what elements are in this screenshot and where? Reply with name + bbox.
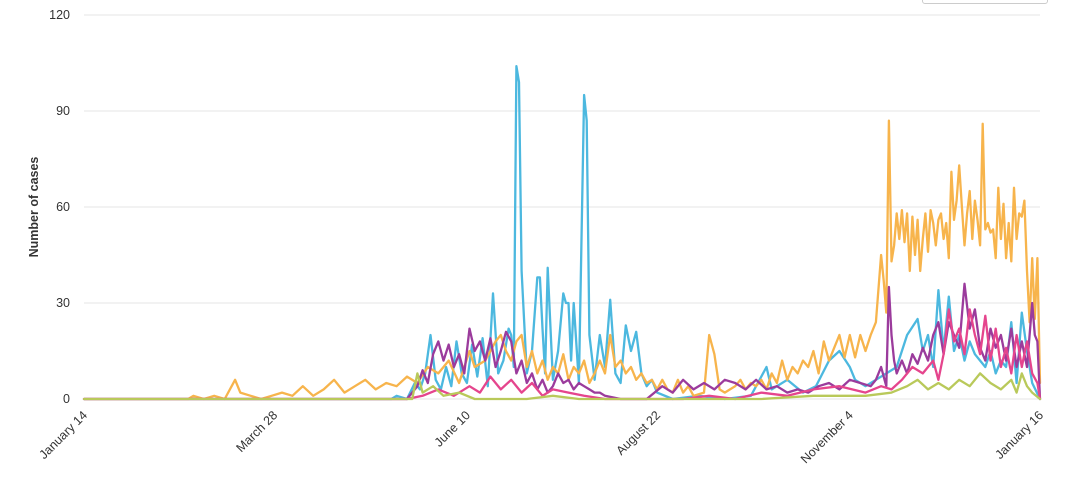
- x-tick-label: June 10: [432, 408, 473, 449]
- y-tick-label: 30: [56, 296, 70, 310]
- y-tick-label: 90: [56, 104, 70, 118]
- series-line-3: [82, 282, 1042, 401]
- y-tick-label: 0: [63, 392, 70, 406]
- series-line-2: [82, 119, 1042, 401]
- series-line-1: [82, 65, 1042, 401]
- y-tick-label: 120: [49, 8, 70, 22]
- x-tick-label: January 14: [36, 408, 90, 462]
- gridlines: [84, 14, 1040, 400]
- y-tick-label: 60: [56, 200, 70, 214]
- x-axis: January 14 March 28 June 10 August 22 Novemb…: [36, 408, 1046, 466]
- x-tick-label: November 4: [798, 408, 856, 466]
- y-axis-title: Number of cases: [27, 157, 41, 258]
- series-group: [82, 65, 1042, 401]
- chart-menu-button[interactable]: [922, 0, 1048, 4]
- x-tick-label: January 16: [992, 408, 1046, 462]
- series-line-4: [82, 308, 1042, 401]
- x-tick-label: August 22: [613, 408, 663, 458]
- y-axis: 0 30 60 90 120: [49, 8, 70, 406]
- series-line-5: [82, 372, 1042, 401]
- x-tick-label: March 28: [234, 408, 281, 455]
